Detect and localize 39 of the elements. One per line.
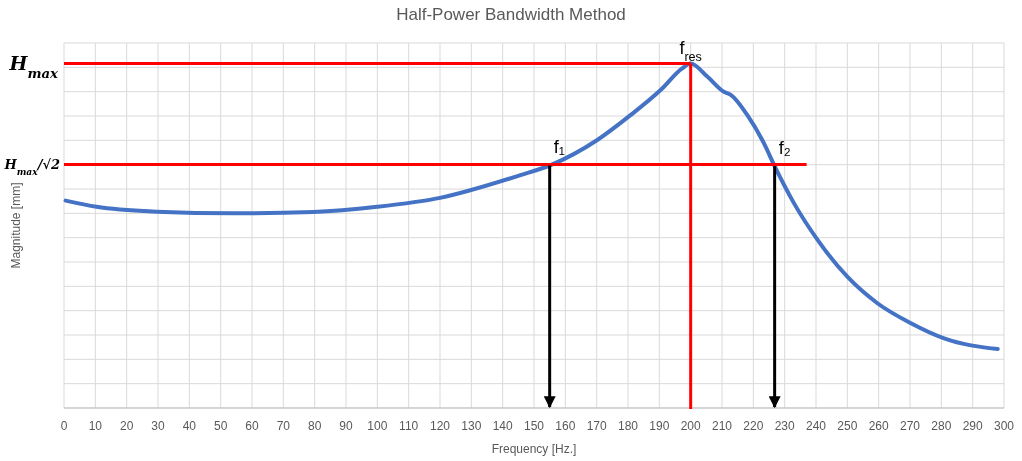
ref-line-label: f₂ bbox=[778, 138, 791, 159]
x-tick-label: 280 bbox=[931, 419, 952, 433]
x-tick-label: 120 bbox=[429, 419, 451, 433]
ref-line-label: f₁ bbox=[553, 137, 565, 158]
x-tick-label: 10 bbox=[88, 419, 103, 433]
x-tick-label: 100 bbox=[367, 419, 388, 433]
x-tick-label: 180 bbox=[617, 419, 639, 433]
x-tick-label: 290 bbox=[962, 419, 983, 433]
x-tick-label: 90 bbox=[339, 419, 353, 433]
ref-line-label: f$_{res}$ bbox=[679, 37, 702, 64]
x-tick-label: 110 bbox=[399, 419, 419, 433]
x-tick-label: 140 bbox=[492, 419, 513, 433]
x-tick-label: 170 bbox=[586, 419, 607, 433]
x-tick-label: 150 bbox=[523, 419, 545, 433]
x-tick-label: 260 bbox=[868, 419, 889, 433]
x-tick-label: 230 bbox=[774, 419, 795, 433]
x-tick-label: 80 bbox=[307, 419, 322, 433]
x-tick-label: 70 bbox=[276, 419, 291, 433]
x-tick-label: 210 bbox=[711, 419, 733, 433]
x-tick-label: 200 bbox=[680, 419, 701, 433]
x-tick-label: 300 bbox=[993, 419, 1015, 433]
ref-line-label: H$_{max}$ bbox=[8, 51, 60, 80]
x-tick-label: 40 bbox=[182, 419, 197, 433]
x-tick-label: 130 bbox=[461, 419, 482, 433]
x-tick-label: 0 bbox=[60, 419, 68, 433]
ref-line-label: H$_{max}$/√2 bbox=[3, 157, 60, 177]
chart-title: Half-Power Bandwidth Method bbox=[396, 5, 626, 24]
x-tick-label: 240 bbox=[805, 419, 827, 433]
x-tick-label: 250 bbox=[837, 419, 858, 433]
x-tick-label: 50 bbox=[213, 419, 228, 433]
x-tick-label: 220 bbox=[743, 419, 764, 433]
x-tick-label: 190 bbox=[649, 419, 670, 433]
x-axis-title: Frequency [Hz.] bbox=[491, 442, 577, 456]
x-tick-label: 160 bbox=[555, 419, 576, 433]
x-tick-label: 20 bbox=[119, 419, 134, 433]
x-tick-label: 60 bbox=[245, 419, 259, 433]
x-tick-label: 30 bbox=[151, 419, 165, 433]
x-tick-label: 270 bbox=[899, 419, 921, 433]
y-axis-title: Magnitude [mm] bbox=[9, 182, 23, 269]
